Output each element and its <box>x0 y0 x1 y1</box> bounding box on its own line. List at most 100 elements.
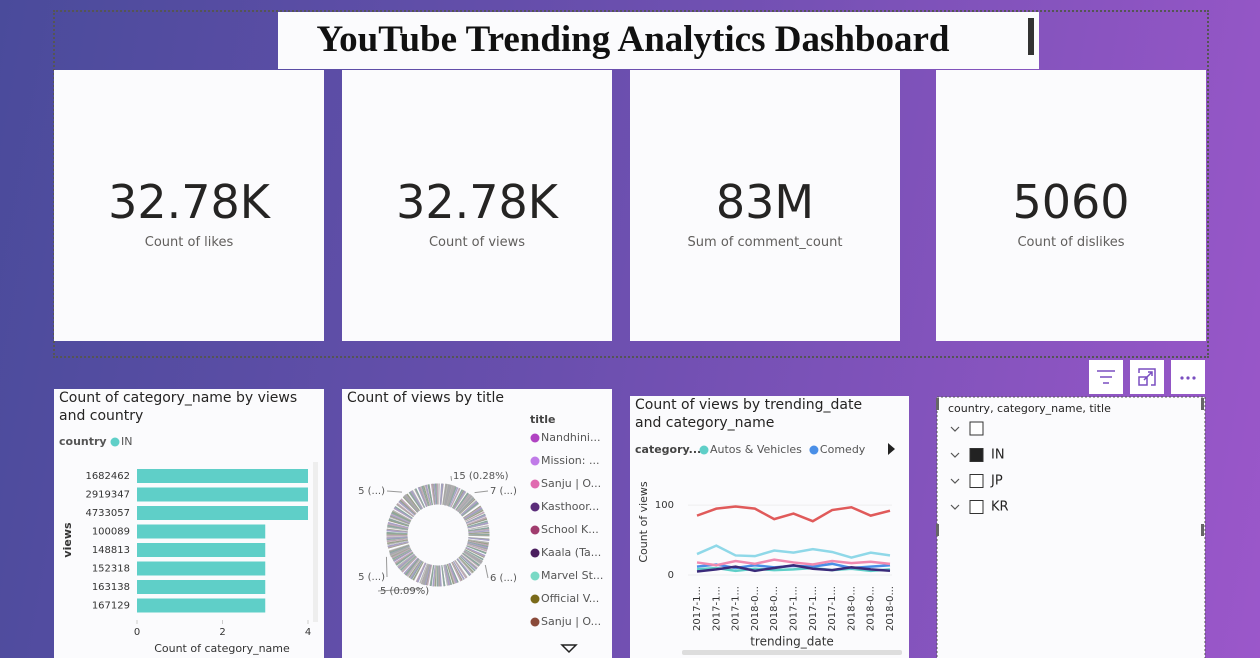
resize-handle <box>1201 398 1204 410</box>
line <box>696 558 891 567</box>
bar <box>137 561 266 576</box>
bar <box>137 598 266 613</box>
y-tick-label: 167129 <box>92 601 130 612</box>
line <box>696 544 891 559</box>
bar <box>137 487 308 502</box>
x-tick-label: 2018-0... <box>846 586 857 631</box>
line <box>696 505 891 523</box>
legend-dot <box>530 456 540 466</box>
bar <box>137 469 308 483</box>
bar-panel <box>54 389 324 658</box>
legend-dot <box>530 479 540 489</box>
x-tick-label: 2018-0... <box>769 586 780 631</box>
slicer-item: IN <box>991 448 1005 463</box>
legend-dot <box>699 445 709 455</box>
x-axis-label: Count of category_name <box>154 642 290 655</box>
legend-label: Marvel St... <box>541 569 603 582</box>
checkbox[interactable] <box>969 500 984 514</box>
legend-dot <box>530 502 540 512</box>
x-tick-label: 4 <box>305 627 311 638</box>
chevron <box>950 426 960 432</box>
kpi-value: 32.78K <box>108 175 270 229</box>
data-label: 5 (...) <box>358 572 385 583</box>
kpi-label: Sum of comment_count <box>687 235 843 250</box>
legend-label: Sanju | O... <box>541 477 601 490</box>
kpi-label: Count of likes <box>144 235 234 250</box>
leader <box>474 490 489 494</box>
slice <box>442 483 456 506</box>
more-icon <box>1180 376 1196 380</box>
focus-button[interactable] <box>1130 360 1164 394</box>
cursor <box>1028 18 1034 55</box>
y-tick-label: 1682462 <box>85 471 130 482</box>
leader <box>385 556 388 578</box>
chart-title: Count of category_name by views and count… <box>59 390 297 424</box>
legend-dot <box>530 571 540 581</box>
legend-dot <box>530 594 540 604</box>
data-label: 7 (...) <box>490 486 517 497</box>
kpi-card: 5060 Count of dislikes <box>936 70 1206 341</box>
x-axis-label: trending_date <box>750 635 834 649</box>
filter-button[interactable] <box>1089 360 1123 394</box>
slicer-title: country, category_name, title <box>948 402 1111 415</box>
title: YouTube Trending Analytics Dashboard <box>316 19 950 60</box>
legend-down[interactable] <box>560 644 578 654</box>
legend-label: Kasthoor... <box>541 500 599 513</box>
x-tick-label: 2017-1... <box>731 586 742 631</box>
y-tick-label: 148813 <box>92 545 130 556</box>
legend-label: School K... <box>541 523 599 536</box>
x-tick-label: 2017-1... <box>827 586 838 631</box>
filter-icon <box>1097 370 1115 384</box>
checkbox[interactable] <box>969 448 984 462</box>
x-tick-label: 2017-1... <box>808 586 819 631</box>
legend-label: Sanju | O... <box>541 615 601 628</box>
title-line: and country <box>59 408 143 424</box>
chevron <box>950 478 960 484</box>
x-tick-label: 2 <box>219 627 225 638</box>
bar <box>137 524 266 539</box>
x-tick-label: 0 <box>134 627 140 638</box>
kpi-value: 32.78K <box>396 175 558 229</box>
x-tick-label: 2017-1... <box>711 586 722 631</box>
legend-dot <box>530 525 540 535</box>
bar <box>137 580 266 594</box>
legend-dot <box>530 617 540 627</box>
checkbox[interactable] <box>969 474 984 488</box>
legend-next[interactable] <box>888 443 895 455</box>
resize-handle <box>936 398 939 410</box>
focus-icon <box>1138 368 1156 386</box>
data-label: 5 (0.09%) <box>380 586 429 597</box>
title-line: Count of category_name by views <box>59 390 297 406</box>
slice <box>403 494 419 512</box>
legend-label: Kaala (Ta... <box>541 546 601 559</box>
donut-texture <box>386 483 490 587</box>
line <box>696 563 891 573</box>
chevron <box>950 504 960 510</box>
slice <box>421 564 430 586</box>
slicer-item: KR <box>991 500 1009 515</box>
legend-label: Nandhini... <box>541 431 600 444</box>
legend-dot <box>530 433 540 443</box>
chart-title: Count of views by title <box>347 390 504 406</box>
kpi-value: 5060 <box>1012 175 1130 229</box>
slice <box>389 546 410 557</box>
x-tick-label: 2018-0... <box>885 586 896 631</box>
chart-title: Count of views by trending_date and categ… <box>635 397 862 431</box>
kpi-label: Count of views <box>428 235 526 250</box>
slicer-item: JP <box>990 474 1003 489</box>
line <box>696 566 891 573</box>
leader <box>377 588 422 592</box>
more-button[interactable] <box>1171 360 1205 394</box>
legend-dot <box>530 548 540 558</box>
kpi-card: 83M Sum of comment_count <box>630 70 900 341</box>
bar <box>137 543 266 557</box>
y-axis-label: views <box>61 522 74 558</box>
legend-dot <box>809 445 819 455</box>
scrollbar <box>313 462 318 622</box>
legend-label: Mission: ... <box>541 454 599 467</box>
legend-label: Comedy <box>820 443 866 456</box>
leader <box>484 564 489 579</box>
kpi-card: 32.78K Count of likes <box>54 70 324 341</box>
bar <box>137 506 308 520</box>
